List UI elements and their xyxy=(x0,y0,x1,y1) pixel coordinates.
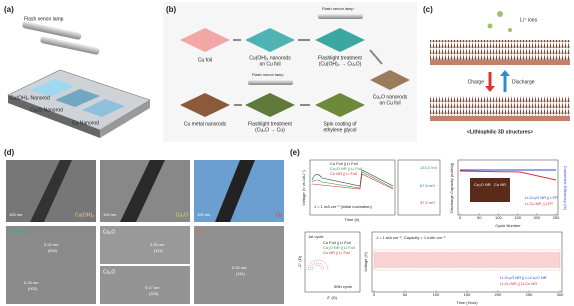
x-tick-label: 300 xyxy=(557,292,564,297)
step-label: on Cu foil xyxy=(259,61,280,67)
hrtem-label: Cu xyxy=(197,229,204,235)
charge-label: Charge xyxy=(468,79,485,85)
panel-c: (c) Li⁺ ions Charge Discharge <Lithiophi… xyxy=(423,5,570,135)
panel-e: (e) Cu Foil || Li Foil Cu₂O NR || Li Foi… xyxy=(290,148,568,305)
rod-label: Cu Nanorod xyxy=(72,120,99,126)
scale-label: 100 nm xyxy=(103,212,117,217)
plane: (002) xyxy=(28,286,38,291)
step-label: (Cu₂O → Cu) xyxy=(255,127,285,133)
y-axis-label: Voltage (V vs Li/Li⁺) xyxy=(301,170,306,206)
tem-label: Cu(OH)₂ xyxy=(75,212,94,218)
y-axis-label: Discharge Capacity (mAh/g) xyxy=(449,162,454,213)
step-label: Cu metal nanorods xyxy=(184,121,227,127)
plane: (002) xyxy=(48,248,58,253)
legend-label: Li-Cu₂O NR || LFP xyxy=(525,195,558,200)
lamp-label: Flash xenon lamp xyxy=(322,6,354,11)
d-spacing: 0.20 nm xyxy=(232,265,247,270)
lamp-label: Flash xenon lamp xyxy=(252,72,284,77)
hrtem-label: Cu(OH)₂ xyxy=(9,229,28,235)
condition: J = 1 mA cm⁻², Capacity = 1 mAh cm⁻² xyxy=(376,235,446,240)
x-tick-label: 250 xyxy=(526,292,533,297)
x-axis-label: Cycle Number xyxy=(495,223,521,228)
legend-label: Li-Cu NR || Li-Cu NR xyxy=(500,281,537,286)
step-label: ethylene glycol xyxy=(323,127,356,133)
panel-label: (b) xyxy=(166,5,177,14)
overpotential: 153.2 mV xyxy=(420,165,437,170)
plane: (111) xyxy=(236,271,245,276)
y-axis-label: -Z'' (Ω) xyxy=(297,255,302,268)
ions-label: Li⁺ ions xyxy=(520,17,538,23)
lamp-label: Flash xenon lamp xyxy=(24,16,64,22)
step-label: Spin coating of xyxy=(323,121,357,127)
step-label: Flashlight treatment xyxy=(318,55,363,61)
d-spacing: 0.24 nm xyxy=(44,242,59,247)
d-spacing: 0.17 nm xyxy=(145,285,160,290)
x-tick-label: 50 xyxy=(477,215,482,220)
scale-label: 100 nm xyxy=(9,212,23,217)
x-tick-label: 100 xyxy=(433,292,440,297)
x-tick-label: 150 xyxy=(514,215,521,220)
cycle-label: 50th cycle xyxy=(334,284,353,289)
panel-label: (c) xyxy=(423,5,433,14)
plane: (111) xyxy=(154,248,163,253)
scale-label: 100 nm xyxy=(197,212,211,217)
tem-label: Cu xyxy=(276,212,283,218)
step-label: Flashlight treatment xyxy=(248,121,293,127)
discharge-label: Discharge xyxy=(512,79,535,85)
panel-b: (b) Flash xenon lamp Flash xenon lamp Cu… xyxy=(163,2,417,142)
cycle-label: 1st cycle xyxy=(308,234,324,239)
step-label: Cu₂O nanorods xyxy=(373,94,408,100)
tem-label: Cu₂O xyxy=(176,212,188,218)
caption: <Lithiophilic 3D structures> xyxy=(467,129,533,135)
legend-label: Cu Foil || Li Foil xyxy=(323,240,351,245)
rod-label: Cu₂O Nanorod xyxy=(30,107,63,113)
photo-label: Cu₂O NR xyxy=(474,182,491,187)
panel-label: (e) xyxy=(290,148,300,157)
step-label: on Cu foil xyxy=(379,100,400,106)
d-spacing: 0.24 nm xyxy=(24,280,39,285)
x-tick-label: 0 xyxy=(373,292,376,297)
y-axis-label: Voltage (V) xyxy=(363,251,368,271)
plane: (220) xyxy=(149,291,159,296)
legend-label: Cu Foil || Li Foil xyxy=(330,161,358,166)
condition: J = 1 mA cm⁻² (initial nucleation) xyxy=(314,204,372,209)
overpotential: 57.2 mV xyxy=(420,200,435,205)
x-axis-label: Time (Hour) xyxy=(456,300,478,305)
panel-label: (d) xyxy=(4,148,15,157)
x-tick-label: 200 xyxy=(495,292,502,297)
overpotential: 67.6 mV xyxy=(420,183,435,188)
y2-axis-label: Coulombic Efficiency (%) xyxy=(563,166,568,211)
hrtem-label: Cu₂O xyxy=(103,269,115,275)
hrtem-label: Cu₂O xyxy=(103,229,115,235)
x-tick-label: 100 xyxy=(495,215,502,220)
d-spacing: 0.25 nm xyxy=(150,242,165,247)
x-tick-label: 150 xyxy=(464,292,471,297)
panel-d: (d) Cu(OH)₂ Cu₂O Cu 100 nm 100 nm 100 nm… xyxy=(4,148,284,304)
x-tick-label: 250 xyxy=(553,215,560,220)
rod-label: Cu(OH)₂ Nanorod xyxy=(10,95,50,101)
panel-label: (a) xyxy=(4,5,14,14)
x-tick-label: 50 xyxy=(403,292,408,297)
legend-label: Cu NR || Li Foil xyxy=(330,171,357,176)
legend-label: Li-Cu NR || LFP xyxy=(525,201,553,206)
x-axis-label: Time (h) xyxy=(345,217,360,222)
legend-label: Li-Cu₂O NR || Li-Cu₂O NR xyxy=(500,275,547,280)
photo-label: Cu NR xyxy=(494,182,506,187)
step-label: Cu foil xyxy=(198,57,212,63)
x-tick-label: 0 xyxy=(459,215,462,220)
legend-label: Cu₂O NR || Li Foil xyxy=(330,166,362,171)
legend-label: Cu NR || Li Foil xyxy=(323,250,350,255)
legend-label: Cu₂O NR || Li Foil xyxy=(323,245,355,250)
panel-a: (a) Flash xenon lamp Cu(OH)₂ Nanorod Cu₂… xyxy=(4,5,151,138)
step-label: Cu(OH)₂ nanorods xyxy=(249,55,291,61)
x-axis-label: Z' (Ω) xyxy=(327,295,338,300)
x-tick-label: 200 xyxy=(533,215,540,220)
step-label: (Cu(OH)₂ → Cu₂O) xyxy=(319,61,362,67)
